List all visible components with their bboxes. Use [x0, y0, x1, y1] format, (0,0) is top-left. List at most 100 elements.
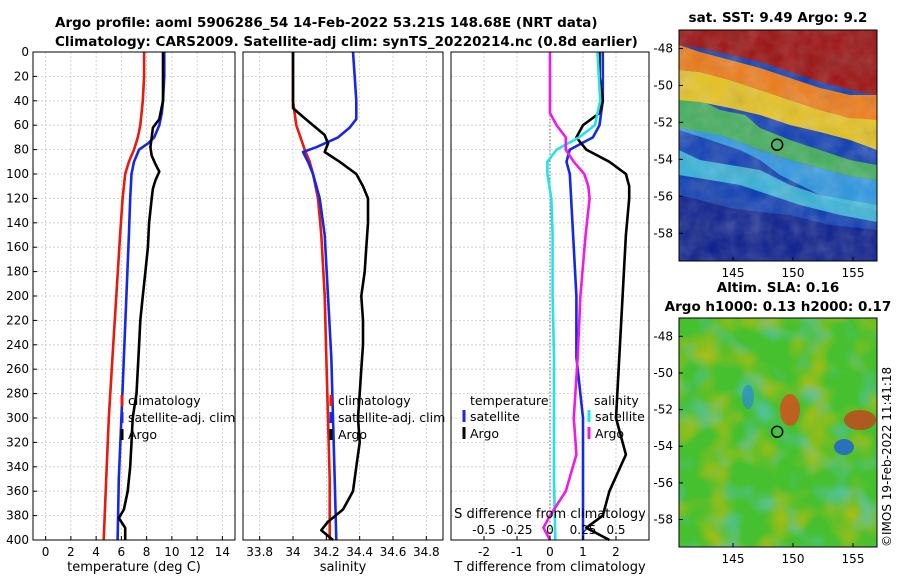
s-diff-tick-label: -0.5: [472, 523, 495, 537]
sst-texture: [679, 30, 877, 261]
temperature-legend: climatology satellite-adj. clim Argo: [120, 393, 235, 442]
x-tick-label: 14: [215, 545, 230, 559]
legend-temperature-title: temperature: [470, 393, 549, 408]
y-tick-label: 300: [6, 411, 29, 425]
t-legend-argo: Argo: [470, 426, 499, 441]
sla-frame: [678, 317, 878, 548]
x-tick-label: 2: [612, 545, 620, 559]
header-line-2: Climatology: CARS2009. Satellite-adj cli…: [55, 34, 638, 50]
s-diff-tick-label: 0.5: [606, 523, 625, 537]
map-x-tick-label: 145: [722, 552, 745, 566]
sla-red-eddy: [780, 394, 800, 426]
temperature-xlabel: temperature (deg C): [67, 560, 201, 575]
y-tick-label: 200: [6, 289, 29, 303]
map-y-tick-label: -48: [653, 41, 673, 55]
x-tick-label: 4: [92, 545, 100, 559]
x-tick-label: 1: [579, 545, 587, 559]
x-tick-label: 8: [143, 545, 151, 559]
difference-legend-temperature: temperature satellite Argo: [462, 393, 549, 441]
map-x-tick-label: 150: [782, 552, 805, 566]
map-y-tick-label: -58: [653, 513, 673, 527]
sal-legend-climatology: climatology: [338, 393, 411, 408]
y-tick-label: 220: [6, 313, 29, 327]
map-y-tick-label: -52: [653, 115, 673, 129]
legend-salinity-title: salinity: [594, 393, 639, 408]
y-tick-label: 160: [6, 240, 29, 254]
sst-map: sat. SST: 9.49 Argo: 9.2 145 150 155 -48 -50…: [653, 10, 878, 280]
legend-satellite: satellite-adj. clim: [128, 410, 235, 425]
sla-blue-eddy-west: [742, 385, 754, 409]
x-tick-label: 0: [546, 545, 554, 559]
salinity-xlabel: salinity: [320, 560, 367, 575]
y-tick-label: 400: [6, 533, 29, 547]
y-tick-label: 380: [6, 509, 29, 523]
temperature-panel: 0204060801001201401601802002202402602803…: [6, 45, 236, 575]
y-tick-label: 60: [14, 118, 29, 132]
series-line-argo: [291, 52, 370, 541]
y-tick-label: 100: [6, 167, 29, 181]
sla-blue-eddy: [834, 439, 854, 455]
map-y-tick-label: -56: [653, 476, 673, 490]
salinity-panel: 33.8 34 34.2 34.4 34.6 34.8 salinity climatol…: [242, 51, 445, 575]
sst-map-title: sat. SST: 9.49 Argo: 9.2: [689, 10, 868, 26]
map-y-tick-label: -58: [653, 226, 673, 240]
sla-map-title: Altim. SLA: 0.16: [717, 280, 839, 296]
y-tick-label: 280: [6, 387, 29, 401]
legend-argo: Argo: [128, 427, 157, 442]
sla-heatmap: [679, 318, 877, 547]
series-line-climatology: [102, 52, 146, 541]
temperature-series: [102, 52, 166, 541]
x-tick-label: -2: [478, 545, 490, 559]
sst-frame: [678, 29, 878, 262]
sal-legend-satellite: satellite-adj. clim: [338, 410, 445, 425]
s-diff-tick-label: 0.25: [570, 523, 597, 537]
sst-argo-marker: [770, 138, 784, 152]
map-x-tick-label: 150: [782, 266, 805, 280]
x-tick-label: -1: [511, 545, 523, 559]
x-tick-label: 6: [118, 545, 126, 559]
depth-ticks: 0 20 40 60 80 100 120 140 160 180 200 220 240 260 280 3…: [6, 45, 37, 547]
s-difference-ticks: -0.5 -0.25 0 0.25 0.5: [472, 523, 625, 537]
x-tick-label: 2: [67, 545, 75, 559]
salinity-legend: climatology satellite-adj. clim Argo: [329, 393, 445, 442]
s-legend-satellite: satellite: [595, 409, 645, 424]
y-tick-label: 180: [6, 265, 29, 279]
series-line-argo: [117, 52, 165, 540]
y-tick-label: 20: [14, 69, 29, 83]
salinity-xticks: 33.8 34 34.2 34.4 34.6 34.8: [246, 536, 440, 559]
header-line-1: Argo profile: aoml 5906286_54 14-Feb-202…: [55, 15, 598, 31]
y-tick-label: 360: [6, 484, 29, 498]
x-tick-label: 12: [189, 545, 204, 559]
temperature-xticks: 0 2 4 6 8 10 12 14: [42, 536, 230, 559]
sla-argo-marker: [770, 425, 784, 439]
x-tick-label: 34: [285, 545, 300, 559]
x-tick-label: 34.2: [313, 545, 340, 559]
y-tick-label: 80: [14, 143, 29, 157]
sst-heatmap: [679, 30, 877, 261]
y-tick-label: 120: [6, 191, 29, 205]
y-tick-label: 240: [6, 338, 29, 352]
t-legend-satellite: satellite: [470, 409, 520, 424]
sla-ticks: 145 150 155 -48 -50 -52 -54 -56 -58: [653, 329, 864, 566]
s-difference-xlabel: S difference from climatology: [454, 507, 646, 522]
y-tick-label: 260: [6, 362, 29, 376]
map-y-tick-label: -54: [653, 152, 673, 166]
difference-legend-salinity: salinity satellite Argo: [587, 393, 645, 441]
map-y-tick-label: -50: [653, 366, 673, 380]
salinity-grid: [243, 52, 443, 540]
series-line-salinity-argo: [542, 52, 591, 541]
map-x-tick-label: 145: [722, 266, 745, 280]
s-legend-argo: Argo: [595, 426, 624, 441]
map-y-tick-label: -54: [653, 439, 673, 453]
difference-panel: -2 -1 0 1 2 T difference from climatology S …: [450, 51, 650, 575]
y-tick-label: 140: [6, 216, 29, 230]
series-line-satellite-adj-clim: [301, 51, 358, 541]
sla-red-eddy-east: [844, 410, 876, 430]
salinity-frame: [242, 51, 444, 541]
map-y-tick-label: -56: [653, 189, 673, 203]
s-diff-tick-label: -0.25: [501, 523, 532, 537]
imos-credit: ©IMOS 19-Feb-2022 11:41:18: [880, 367, 894, 547]
x-tick-label: 10: [164, 545, 179, 559]
map-x-tick-label: 155: [842, 552, 865, 566]
